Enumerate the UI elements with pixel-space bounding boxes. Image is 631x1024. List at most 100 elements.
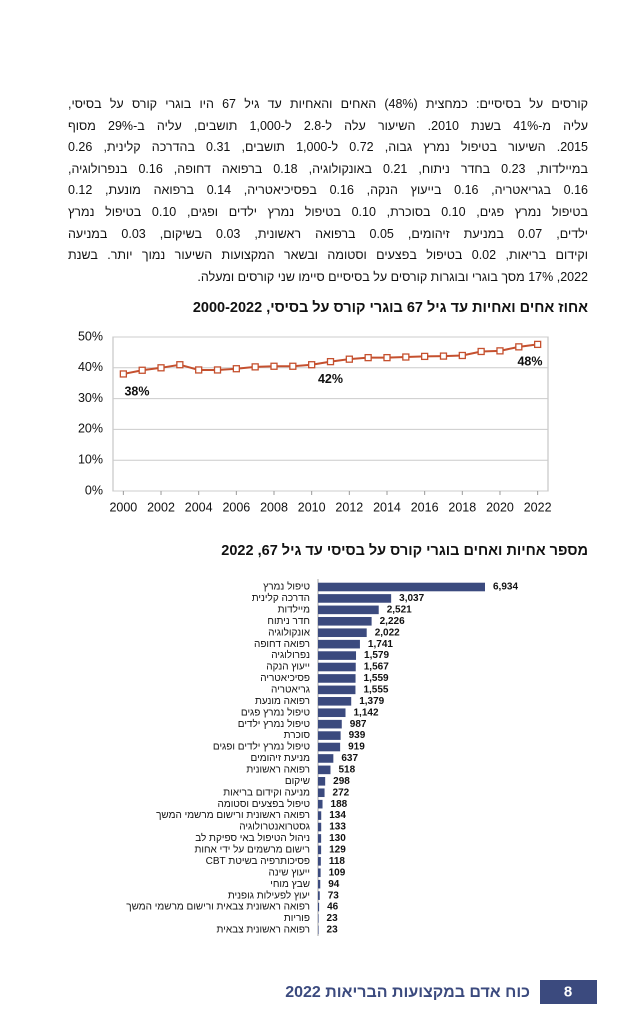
data-label: 1,379 xyxy=(359,696,384,707)
category-label: נפרולוגיה xyxy=(271,649,310,661)
category-label: רפואה דחופה xyxy=(254,639,310,650)
category-label: טיפול נמרץ פגים xyxy=(241,706,310,718)
bar xyxy=(318,697,352,706)
data-label: 73 xyxy=(328,890,340,901)
paragraph-line: 2022, 17% מסך בוגרי ובוגרות קורסים על בס… xyxy=(197,269,588,284)
category-label: רפואה מונעת xyxy=(255,696,310,707)
category-label: טיפול נמרץ xyxy=(263,581,310,593)
paragraph-line: עליה מ-41% בשנת 2010. השיעור עלה ל-2.8 ל… xyxy=(68,118,588,133)
category-label: רפואה ראשונית צבאית ורישום מרשמי המשך xyxy=(126,902,310,913)
marker xyxy=(515,343,523,351)
data-label: 987 xyxy=(350,719,367,730)
bar xyxy=(318,777,326,786)
marker xyxy=(439,352,448,360)
marker xyxy=(402,353,410,361)
y-tick-label: 40% xyxy=(78,360,103,374)
category-label: ניהול הטיפול באי ספיקת לב xyxy=(195,832,310,844)
data-label: 1,741 xyxy=(368,639,393,650)
marker xyxy=(458,351,466,360)
bar xyxy=(318,765,331,775)
marker xyxy=(345,355,353,363)
y-tick-label: 10% xyxy=(78,452,103,466)
data-label: 2,022 xyxy=(375,627,400,638)
paragraph: קורסים על בסיסיים: כמחצית (48%) האחים וה… xyxy=(68,94,588,288)
x-tick-label: 2012 xyxy=(335,500,363,514)
data-label: 129 xyxy=(329,845,346,856)
category-label: סוכרת xyxy=(284,730,311,741)
x-tick-label: 2006 xyxy=(222,500,250,514)
data-label: 133 xyxy=(329,822,346,833)
bar xyxy=(318,605,379,615)
paragraph-line: בטיפול נמרץ פגים, 0.10 בסוכרת, 0.10 בטיפ… xyxy=(68,204,588,219)
bar xyxy=(318,799,323,809)
paragraph-line: וקידום בריאות, 0.02 בטיפול בפצעים וסטומה… xyxy=(68,248,588,263)
category-label: רפואה ראשונית צבאית xyxy=(217,925,310,936)
category-label: אונקולוגיה xyxy=(268,626,311,638)
category-label: שיקום xyxy=(285,776,310,787)
bar xyxy=(318,685,356,695)
x-tick-label: 2020 xyxy=(486,500,514,514)
category-label: רישום מרשמים על ידי אחות xyxy=(194,844,310,856)
marker xyxy=(496,347,504,355)
marker xyxy=(364,353,372,362)
paragraph-line: קורסים על בסיסיים: כמחצית (48%) האחים וה… xyxy=(68,97,588,111)
bar xyxy=(318,731,341,740)
category-label: מניעה וקידום בריאות xyxy=(223,787,310,798)
category-label: רפואה ראשונית ורישום מרשמי המשך xyxy=(156,810,310,821)
category-label: הדרכה קלינית xyxy=(252,592,310,604)
data-label: 94 xyxy=(328,879,340,890)
category-label: יעוץ לפעילות גופנית xyxy=(228,889,310,901)
marker xyxy=(270,362,278,370)
bar xyxy=(318,754,334,763)
data-label: 637 xyxy=(341,753,358,764)
category-label: שבץ מוחי xyxy=(270,879,310,890)
data-label: 6,934 xyxy=(493,582,518,593)
category-label: טיפול נמרץ ילדים ופגים xyxy=(213,741,310,753)
x-tick-label: 2018 xyxy=(448,500,476,514)
data-label: 42% xyxy=(318,372,343,386)
data-label: 272 xyxy=(333,787,350,798)
bar xyxy=(318,902,320,912)
marker xyxy=(138,366,146,374)
bar xyxy=(318,639,360,649)
category-label: ייעוץ הנקה xyxy=(266,662,310,673)
data-label: 38% xyxy=(124,384,149,398)
marker xyxy=(289,362,297,370)
data-label: 518 xyxy=(338,765,355,776)
page-number-box xyxy=(540,980,597,1004)
data-label: 2,226 xyxy=(380,616,405,627)
y-tick-label: 0% xyxy=(85,483,103,497)
bar xyxy=(318,616,372,626)
data-label: 118 xyxy=(329,856,346,867)
paragraph-line: במיילדות, 0.23 בחדר ניתוח, 0.21 באונקולו… xyxy=(68,161,588,176)
marker xyxy=(119,370,128,378)
marker xyxy=(477,347,485,356)
data-label: 1,142 xyxy=(354,707,379,718)
marker xyxy=(308,361,316,369)
category-label: פסיכיאטריה xyxy=(260,673,310,684)
footer-title: כוח אדם במקצועות הבריאות 2022 xyxy=(285,984,530,1001)
data-label: 1,567 xyxy=(364,662,389,673)
y-tick-label: 30% xyxy=(78,391,103,405)
data-label: 1,579 xyxy=(364,650,389,661)
data-label: 130 xyxy=(329,833,346,844)
y-tick-label: 50% xyxy=(78,329,103,343)
bar xyxy=(318,662,356,672)
bar xyxy=(318,891,320,900)
marker xyxy=(383,353,391,362)
category-label: רפואה ראשונית xyxy=(246,765,310,776)
marker xyxy=(533,340,542,349)
bar xyxy=(318,925,319,935)
data-label: 1,555 xyxy=(363,685,388,696)
x-tick-label: 2008 xyxy=(260,500,288,514)
marker xyxy=(326,357,335,366)
bar xyxy=(318,674,356,683)
data-label: 1,559 xyxy=(364,673,389,684)
x-tick-label: 2022 xyxy=(524,500,552,514)
x-tick-label: 2004 xyxy=(185,500,213,514)
data-label: 919 xyxy=(348,742,365,753)
data-label: 109 xyxy=(329,867,346,878)
category-label: טיפול בפצעים וסטומה xyxy=(218,798,311,810)
category-label: חדר ניתוח xyxy=(267,616,310,627)
